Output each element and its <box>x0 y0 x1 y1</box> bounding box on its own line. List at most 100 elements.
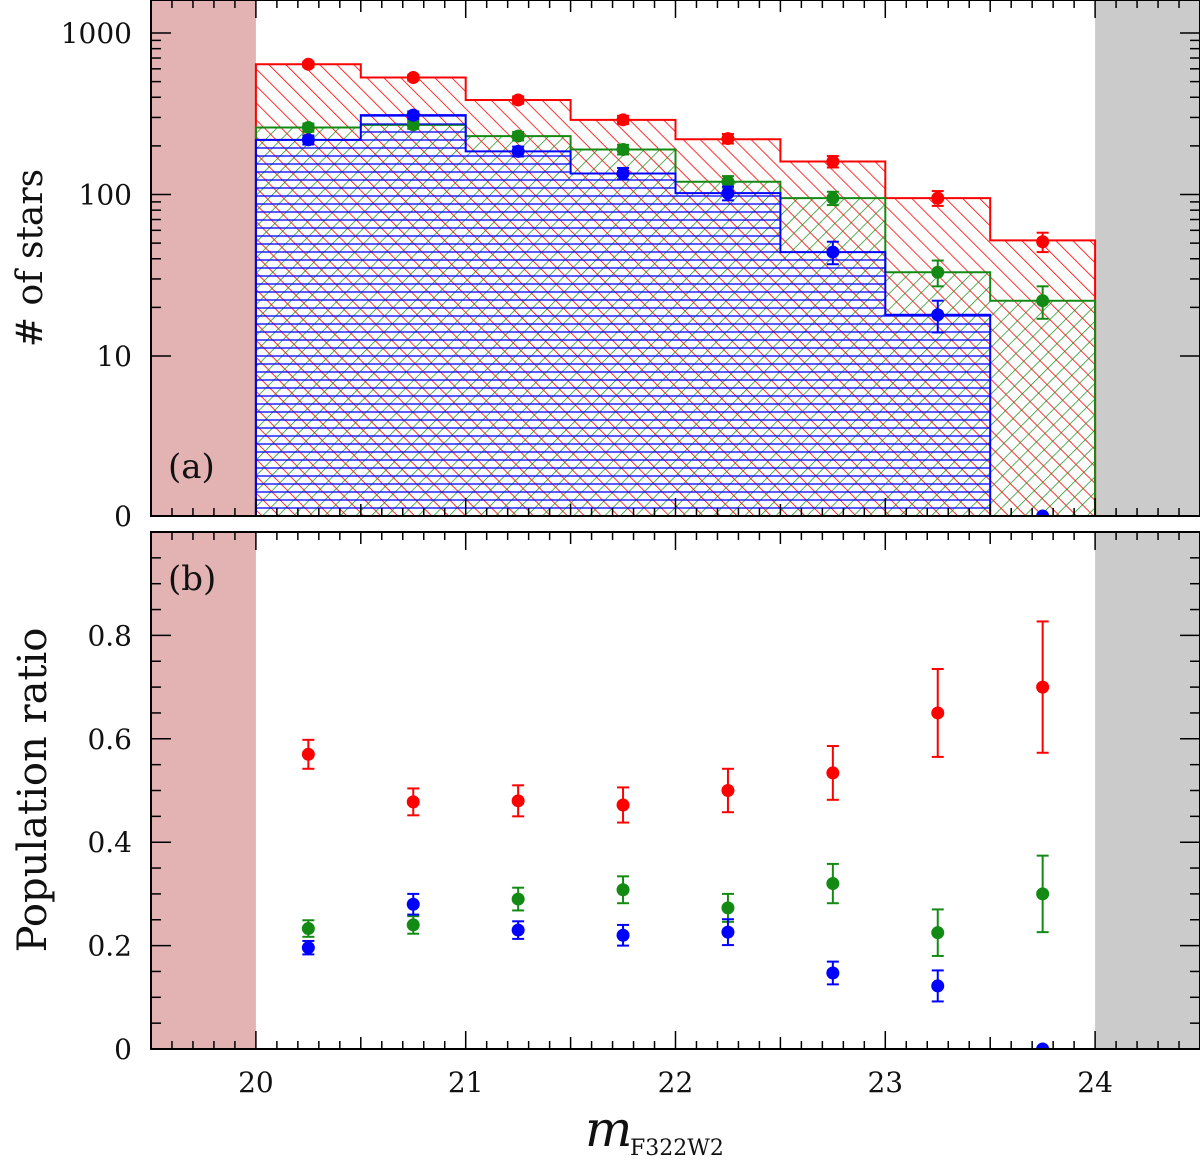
data-point <box>1036 294 1050 308</box>
ratio-series-red <box>301 620 1050 824</box>
data-point <box>721 784 735 797</box>
data-point <box>406 108 420 122</box>
count-point-red <box>301 57 315 71</box>
y-tick-label: 0.2 <box>87 930 132 963</box>
data-point <box>931 926 945 940</box>
data-point <box>301 922 315 936</box>
ratio-point-red <box>1036 620 1050 754</box>
data-point <box>826 191 840 205</box>
data-point <box>511 144 525 158</box>
count-point-blue <box>511 144 525 158</box>
data-point <box>511 93 525 107</box>
count-point-blue <box>406 108 420 122</box>
count-point-green <box>511 129 525 143</box>
data-point <box>406 118 420 132</box>
ratio-point-green <box>931 908 945 957</box>
data-point <box>826 245 840 259</box>
ratio-series-green <box>301 854 1050 957</box>
x-tick-label: 21 <box>448 1066 484 1099</box>
axis-ticks <box>150 531 1200 1050</box>
data-point <box>826 966 840 980</box>
count-point-blue <box>721 185 735 202</box>
histogram-bar <box>465 151 571 516</box>
count-point-red <box>616 113 630 127</box>
ratio-point-blue <box>511 920 525 940</box>
count-point-blue <box>826 240 840 266</box>
ratio-point-red <box>511 784 525 818</box>
data-point <box>301 57 315 71</box>
data-point <box>301 941 315 955</box>
excluded-region-bright <box>151 532 256 1049</box>
data-point <box>616 113 630 127</box>
count-point-green <box>931 259 945 288</box>
x-tick-labels: 20 21 22 23 24 <box>238 1066 1113 1099</box>
histogram-panel: 0 10 100 1000 (a) # of stars <box>10 0 1200 533</box>
data-point <box>721 132 735 146</box>
y-tick-label: 0.8 <box>87 619 132 652</box>
data-point <box>511 129 525 143</box>
x-tick-label: 20 <box>238 1066 274 1099</box>
count-point-green <box>301 120 315 134</box>
y-tick-labels: 0 0.2 0.4 0.6 0.8 <box>87 619 132 1066</box>
excluded-region-bright <box>151 0 256 516</box>
ratio-point-blue <box>931 969 945 1003</box>
ratio-point-blue <box>616 923 630 947</box>
data-point <box>1036 680 1050 694</box>
count-point-blue <box>616 166 630 181</box>
data-point <box>406 795 420 809</box>
ratio-point-red <box>721 767 735 814</box>
histogram-bar <box>360 115 466 516</box>
ratio-point-green <box>616 875 630 905</box>
data-point <box>826 877 840 891</box>
data-point <box>406 897 420 911</box>
data-point <box>721 925 735 939</box>
x-tick-label: 23 <box>867 1066 903 1099</box>
y-axis-title: Population ratio <box>10 628 56 953</box>
ratio-series-blue <box>301 892 1050 1049</box>
data-point <box>1036 509 1050 516</box>
data-point <box>616 928 630 942</box>
ratio-point-red <box>301 738 315 770</box>
count-point-blue <box>1036 509 1050 516</box>
excluded-region-faint <box>1095 532 1200 1049</box>
histogram-bar <box>570 173 676 516</box>
ratio-point-red <box>931 668 945 758</box>
ratio-point-blue <box>721 918 735 947</box>
data-point <box>721 901 735 915</box>
ratio-point-blue <box>406 892 420 916</box>
histogram-bar <box>255 139 361 516</box>
histogram-bar <box>675 193 781 516</box>
x-axis-title-subscript: F322W2 <box>630 1136 724 1160</box>
y-tick-label: 0.6 <box>87 723 132 756</box>
data-point <box>721 186 735 200</box>
data-point <box>406 71 420 85</box>
data-point <box>406 918 420 932</box>
ratio-point-blue <box>301 939 315 956</box>
histogram-bar <box>885 314 991 516</box>
data-point <box>616 166 630 180</box>
count-point-blue <box>931 299 945 334</box>
y-tick-label: 0.4 <box>87 826 132 859</box>
data-point <box>826 155 840 169</box>
data-point <box>511 892 525 906</box>
y-tick-label: 1000 <box>61 17 132 50</box>
panel-label: (b) <box>168 559 216 599</box>
count-point-red <box>931 190 945 207</box>
ratio-point-blue <box>826 960 840 986</box>
points-red <box>301 57 1050 254</box>
count-points <box>301 57 1050 516</box>
data-point <box>826 766 840 780</box>
count-point-green <box>826 190 840 207</box>
data-point <box>1036 1042 1050 1049</box>
ratio-point-green <box>1036 854 1050 934</box>
data-point <box>511 794 525 808</box>
data-point <box>721 175 735 189</box>
ratio-point-green <box>721 892 735 923</box>
x-tick-label: 24 <box>1077 1066 1113 1099</box>
ratio-panel: 0 0.2 0.4 0.6 0.8 20 21 22 23 24 (b) Pop… <box>10 531 1200 1160</box>
axis-ticks <box>150 0 1200 516</box>
data-point <box>301 120 315 134</box>
data-point <box>511 923 525 937</box>
data-point <box>931 265 945 279</box>
